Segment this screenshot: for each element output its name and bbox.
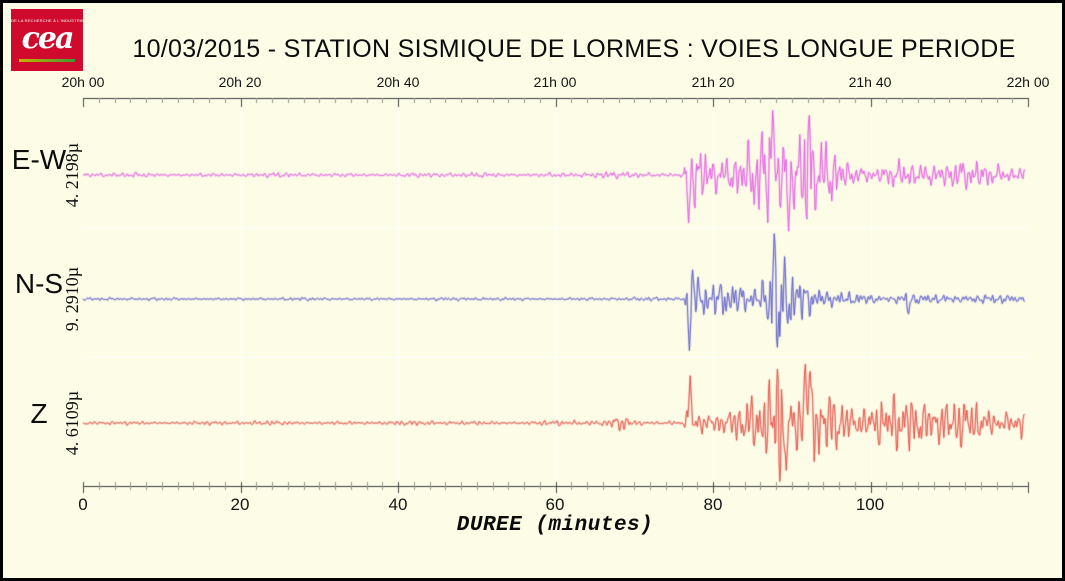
cea-logo-underline	[19, 59, 75, 62]
top-axis-label-2: 20h 40	[376, 74, 420, 90]
bottom-axis-label-3: 60	[545, 495, 565, 514]
top-axis-label-6: 22h 00	[1006, 74, 1050, 90]
top-axis-label-1: 20h 20	[218, 74, 262, 90]
cea-logo-tagline: DE LA RECHERCHE À L'INDUSTRIE	[11, 18, 83, 23]
x-axis-title: DUREE (minutes)	[456, 514, 654, 537]
bottom-axis-label-0: 0	[78, 495, 88, 514]
channel-label-ns: N-S	[14, 268, 64, 299]
top-axis-label-3: 21h 00	[533, 74, 577, 90]
channel-scale-ns: 9. 2910µ	[62, 266, 82, 332]
channel-label-ew: E-W	[11, 144, 67, 175]
chart-title: 10/03/2015 - STATION SISMIQUE DE LORMES …	[132, 35, 1016, 63]
cea-logo-script: cea	[21, 21, 75, 56]
seismogram-canvas	[3, 3, 1062, 578]
top-axis-label-4: 21h 20	[691, 74, 735, 90]
bottom-axis-label-4: 80	[703, 495, 723, 514]
channel-scale-z: 4. 6109µ	[62, 390, 82, 456]
bottom-axis-label-5: 100	[855, 495, 885, 514]
top-axis-label-5: 21h 40	[848, 74, 892, 90]
bottom-axis-label-1: 20	[230, 495, 250, 514]
bottom-axis-label-2: 40	[388, 495, 408, 514]
channel-scale-ew: 4. 2198µ	[62, 142, 82, 208]
cea-logo: DE LA RECHERCHE À L'INDUSTRIE cea	[11, 9, 83, 71]
channel-label-z: Z	[30, 398, 48, 429]
top-axis-label-0: 20h 00	[61, 74, 105, 90]
